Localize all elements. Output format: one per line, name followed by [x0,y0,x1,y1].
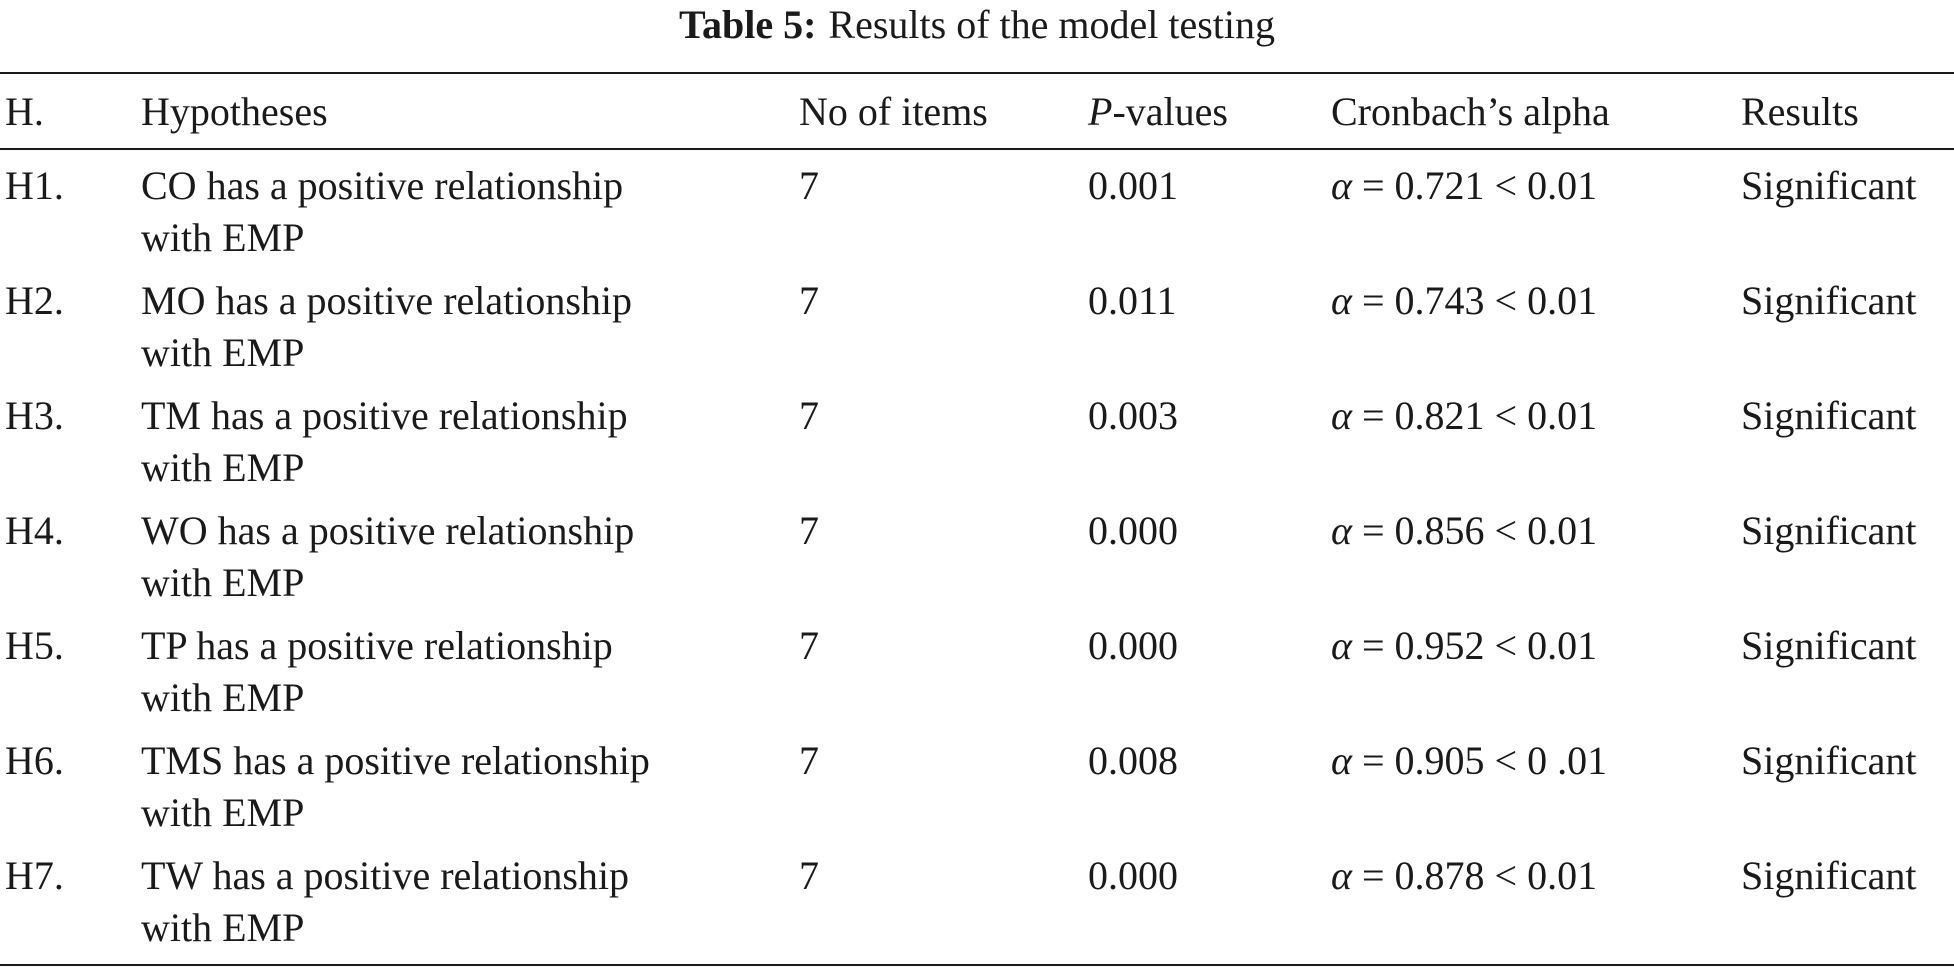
row-items: 7 [799,853,819,898]
row-p-value: 0.000 [1088,623,1178,668]
row-alpha: α = 0.743 < 0.01 [1331,275,1597,327]
table-row: H3. TM has a positive relationship with E… [0,390,1954,505]
row-items: 7 [799,508,819,553]
row-hypothesis-id: H5. [5,623,64,668]
row-result: Significant [1741,508,1917,553]
row-result: Significant [1741,278,1917,323]
row-items: 7 [799,278,819,323]
row-p-value: 0.011 [1088,278,1177,323]
table-header-row: H. Hypotheses No of items P-values Cronb… [0,82,1954,142]
row-hypothesis-text: TM has a positive relationship with EMP [141,390,781,494]
header-no-of-items: No of items [799,89,988,134]
row-result: Significant [1741,393,1917,438]
row-hypothesis-line2: with EMP [141,905,305,950]
row-hypothesis-id: H7. [5,853,64,898]
row-hypothesis-line1: TMS has a positive relationship [141,738,650,783]
row-hypothesis-line1: TP has a positive relationship [141,623,613,668]
row-alpha: α = 0.856 < 0.01 [1331,505,1597,557]
table-body: H1. CO has a positive relationship with E… [0,160,1954,965]
row-hypothesis-line2: with EMP [141,560,305,605]
row-result: Significant [1741,738,1917,783]
row-result: Significant [1741,623,1917,668]
row-result: Significant [1741,853,1917,898]
table-row: H5. TP has a positive relationship with E… [0,620,1954,735]
row-alpha-value: = 0.721 < 0.01 [1352,163,1598,208]
row-alpha-symbol: α [1331,623,1352,668]
table-caption: Table 5: Results of the model testing [0,0,1954,58]
row-alpha-value: = 0.856 < 0.01 [1352,508,1598,553]
header-cronbach-alpha: Cronbach’s alpha [1331,89,1610,134]
table-bottom-rule [0,964,1954,966]
row-hypothesis-text: TP has a positive relationship with EMP [141,620,781,724]
row-alpha: α = 0.952 < 0.01 [1331,620,1597,672]
row-alpha: α = 0.721 < 0.01 [1331,160,1597,212]
row-hypothesis-line1: TM has a positive relationship [141,393,628,438]
table-row: H1. CO has a positive relationship with E… [0,160,1954,275]
table-top-rule [0,72,1954,74]
row-p-value: 0.001 [1088,163,1178,208]
row-alpha-value: = 0.821 < 0.01 [1352,393,1598,438]
row-hypothesis-line2: with EMP [141,215,305,260]
row-alpha-symbol: α [1331,508,1352,553]
row-hypothesis-line2: with EMP [141,445,305,490]
row-hypothesis-line1: WO has a positive relationship [141,508,635,553]
row-hypothesis-id: H6. [5,738,64,783]
table-caption-label: Table 5: [678,2,817,47]
row-hypothesis-line2: with EMP [141,790,305,835]
header-p-values: P-values [1088,82,1228,142]
row-hypothesis-line2: with EMP [141,330,305,375]
header-h: H. [5,89,44,134]
row-hypothesis-text: CO has a positive relationship with EMP [141,160,781,264]
row-hypothesis-id: H4. [5,508,64,553]
row-alpha: α = 0.905 < 0 .01 [1331,735,1607,787]
row-alpha: α = 0.878 < 0.01 [1331,850,1597,902]
row-alpha: α = 0.821 < 0.01 [1331,390,1597,442]
row-alpha-value: = 0.878 < 0.01 [1352,853,1598,898]
row-items: 7 [799,163,819,208]
row-alpha-value: = 0.952 < 0.01 [1352,623,1598,668]
row-hypothesis-id: H2. [5,278,64,323]
row-hypothesis-line1: CO has a positive relationship [141,163,624,208]
row-result: Significant [1741,163,1917,208]
row-hypothesis-line1: TW has a positive relationship [141,853,630,898]
row-alpha-symbol: α [1331,278,1352,323]
table-header-rule [0,148,1954,150]
row-p-value: 0.008 [1088,738,1178,783]
row-hypothesis-line1: MO has a positive relationship [141,278,633,323]
row-hypothesis-text: TW has a positive relationship with EMP [141,850,781,954]
header-hypotheses: Hypotheses [141,89,328,134]
table-row: H4. WO has a positive relationship with E… [0,505,1954,620]
row-alpha-symbol: α [1331,853,1352,898]
row-hypothesis-id: H1. [5,163,64,208]
row-alpha-value: = 0.905 < 0 .01 [1352,738,1608,783]
table-caption-text: Results of the model testing [828,2,1276,47]
row-alpha-symbol: α [1331,738,1352,783]
row-hypothesis-line2: with EMP [141,675,305,720]
row-hypothesis-id: H3. [5,393,64,438]
row-hypothesis-text: WO has a positive relationship with EMP [141,505,781,609]
header-p-rest: -values [1112,89,1228,134]
row-p-value: 0.000 [1088,508,1178,553]
row-alpha-symbol: α [1331,393,1352,438]
table-row: H7. TW has a positive relationship with E… [0,850,1954,965]
table-row: H6. TMS has a positive relationship with … [0,735,1954,850]
row-p-value: 0.000 [1088,853,1178,898]
header-results: Results [1741,89,1859,134]
row-alpha-symbol: α [1331,163,1352,208]
row-hypothesis-text: TMS has a positive relationship with EMP [141,735,781,839]
row-items: 7 [799,393,819,438]
row-hypothesis-text: MO has a positive relationship with EMP [141,275,781,379]
table-row: H2. MO has a positive relationship with E… [0,275,1954,390]
row-items: 7 [799,738,819,783]
row-alpha-value: = 0.743 < 0.01 [1352,278,1598,323]
row-items: 7 [799,623,819,668]
header-p-italic: P [1088,89,1113,134]
row-p-value: 0.003 [1088,393,1178,438]
